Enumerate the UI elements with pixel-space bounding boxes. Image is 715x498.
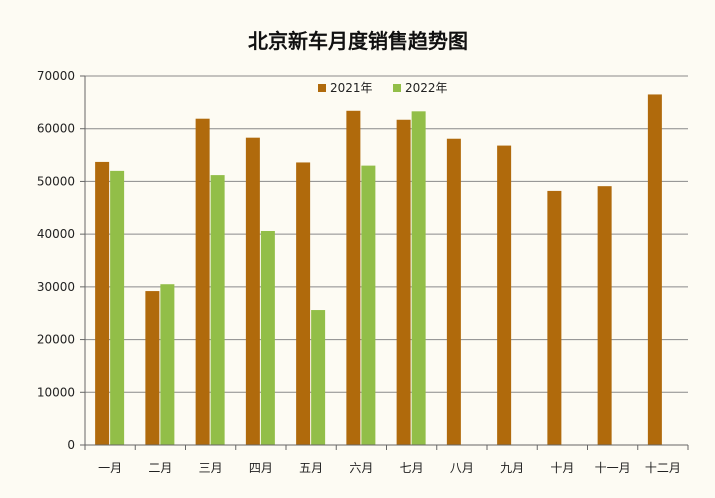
- bar-series-2021: [396, 119, 411, 445]
- y-tick-label: 10000: [37, 385, 75, 399]
- bar-series-2022: [260, 230, 275, 445]
- bar-series-2021: [497, 145, 512, 445]
- gridlines: [85, 75, 688, 393]
- y-tick-label: 40000: [37, 227, 75, 241]
- x-tick-label: 十一月: [595, 461, 631, 475]
- axes: 0 10000 20000 30000 40000 50000 60000 70000 一月 二月…: [37, 69, 689, 475]
- bar-series-2022: [311, 310, 326, 445]
- x-tick-label: 三月: [199, 461, 223, 475]
- bar-series-2022: [160, 284, 175, 445]
- legend-label: 2022年: [405, 81, 448, 95]
- bar-series-2022: [210, 175, 225, 446]
- y-tick-label: 60000: [37, 122, 75, 136]
- x-tick-label: 二月: [148, 461, 172, 475]
- chart-title: 北京新车月度销售趋势图: [248, 29, 468, 53]
- y-tick-label: 30000: [37, 280, 75, 294]
- x-tick-label: 五月: [299, 461, 323, 475]
- legend-label: 2021年: [330, 81, 373, 95]
- x-tick-label: 七月: [400, 461, 424, 475]
- bar-series-2021: [597, 186, 612, 445]
- bar-series-2021: [245, 137, 260, 445]
- bar-series-2021: [296, 162, 311, 446]
- bar-series-2022: [361, 165, 376, 445]
- bar-series-2021: [346, 110, 361, 445]
- y-tick-label: 50000: [37, 174, 75, 188]
- x-tick-label: 十月: [550, 461, 574, 475]
- legend-swatch: [393, 84, 401, 92]
- y-tick-label: 20000: [37, 333, 75, 347]
- bar-series-2021: [547, 190, 562, 445]
- bars: [95, 94, 662, 446]
- bar-series-2021: [446, 138, 461, 446]
- bar-series-2021: [195, 118, 210, 445]
- legend: 2021年 2022年: [318, 81, 448, 95]
- bar-series-2021: [145, 291, 160, 445]
- bar-series-2022: [411, 111, 426, 445]
- x-tick-label: 九月: [500, 461, 524, 475]
- bar-series-2021: [647, 94, 662, 445]
- x-tick-label: 六月: [349, 461, 373, 475]
- x-tick-label: 一月: [98, 461, 122, 475]
- x-tick-label: 十二月: [645, 461, 681, 475]
- bar-series-2021: [95, 161, 110, 445]
- x-tick-label: 四月: [249, 461, 273, 475]
- bar-series-2022: [110, 170, 125, 445]
- y-tick-label: 70000: [37, 69, 75, 83]
- legend-swatch: [318, 84, 326, 92]
- y-tick-label: 0: [67, 438, 75, 452]
- x-tick-label: 八月: [450, 461, 474, 475]
